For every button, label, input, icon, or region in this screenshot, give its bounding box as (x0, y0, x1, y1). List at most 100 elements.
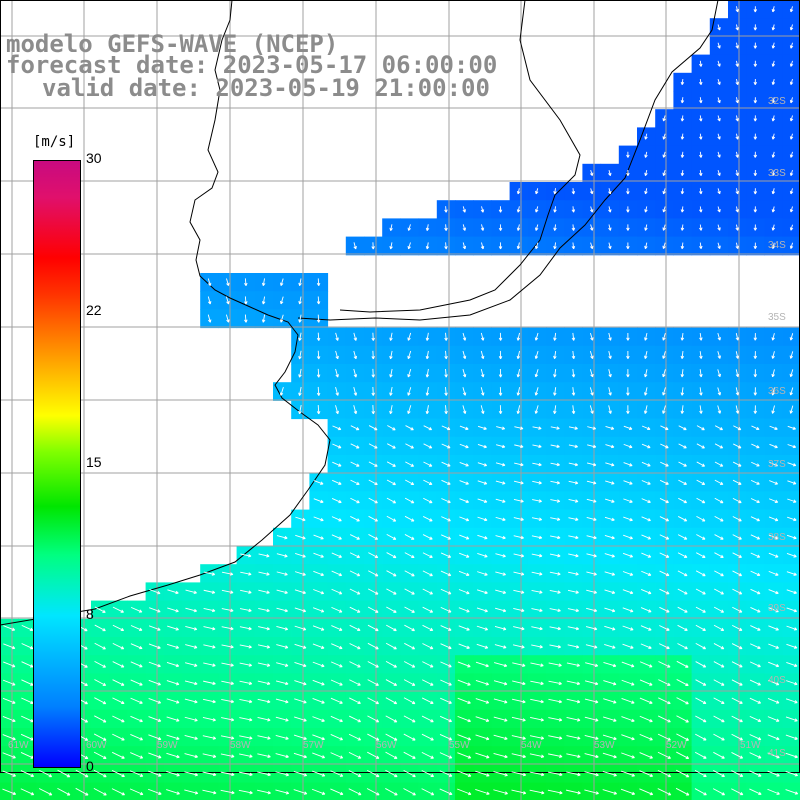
wind-arrow (769, 425, 778, 430)
wind-arrow (753, 387, 758, 396)
wind-arrow (534, 405, 539, 414)
wind-arrow (202, 771, 217, 777)
wind-arrow (221, 571, 234, 576)
wind-arrow (404, 624, 415, 632)
wind-arrow (166, 716, 180, 722)
wind-arrow (93, 788, 107, 796)
wind-arrow (714, 425, 724, 431)
wind-arrow (714, 443, 724, 449)
wind-arrow (680, 115, 685, 122)
wind-arrow (185, 644, 198, 649)
wind-arrow (771, 188, 776, 195)
wind-arrow (789, 206, 794, 213)
wind-arrow (167, 589, 179, 595)
wind-arrow (750, 643, 761, 650)
wind-arrow (699, 169, 703, 177)
wind-arrow (677, 552, 688, 558)
wind-arrow (786, 643, 798, 649)
wind-arrow (786, 680, 798, 686)
wind-arrow (316, 405, 321, 415)
wind-arrow (385, 788, 398, 796)
wind-arrow (658, 679, 671, 686)
wind-arrow (786, 589, 797, 595)
wind-arrow (477, 480, 488, 485)
wind-arrow (530, 662, 544, 667)
wind-arrow (312, 643, 325, 649)
wind-arrow (403, 733, 416, 741)
wind-arrow (295, 516, 306, 522)
wind-arrow (130, 625, 143, 631)
wind-arrow (621, 679, 635, 686)
wind-arrow (699, 369, 703, 378)
wind-arrow (532, 444, 542, 449)
wind-arrow (371, 386, 375, 396)
wind-arrow (605, 462, 615, 467)
wind-arrow (753, 188, 758, 195)
wind-arrow (385, 661, 397, 668)
wind-arrow (220, 771, 235, 777)
wind-arrow (731, 679, 743, 686)
wind-arrow (423, 425, 433, 431)
wind-arrow (462, 405, 467, 414)
wind-arrow (717, 405, 722, 414)
wind-arrow (513, 608, 525, 613)
wind-arrow (662, 206, 666, 213)
wind-arrow (623, 480, 633, 485)
wind-arrow (94, 606, 106, 613)
wind-arrow (604, 571, 616, 576)
wind-arrow (680, 351, 685, 359)
wind-arrow (221, 698, 235, 704)
wind-arrow (516, 188, 521, 195)
wind-arrow (221, 589, 234, 594)
wind-arrow (385, 769, 398, 778)
wind-arrow (239, 644, 252, 649)
wind-arrow (753, 224, 758, 231)
wind-arrow (276, 625, 289, 631)
wind-arrow (786, 625, 798, 631)
wind-arrow (385, 715, 398, 723)
wind-arrow (789, 6, 794, 13)
wind-arrow (493, 789, 508, 795)
wind-arrow (94, 642, 106, 650)
wind-arrow (2, 679, 16, 686)
wind-arrow (622, 552, 634, 558)
wind-arrow (568, 462, 579, 467)
wind-arrow (769, 443, 778, 449)
wind-arrow (331, 498, 342, 504)
wind-arrow (789, 405, 794, 414)
wind-arrow (312, 752, 326, 759)
wind-arrow (476, 643, 489, 649)
wind-arrow (368, 515, 378, 522)
wind-arrow (403, 788, 416, 796)
wind-arrow (641, 443, 651, 449)
wind-arrow (586, 498, 597, 503)
wind-arrow (184, 716, 198, 722)
wind-arrow (735, 6, 739, 13)
wind-arrow (589, 224, 594, 231)
wind-arrow (38, 788, 53, 796)
lat-label-40s: 40S (768, 675, 786, 686)
wind-arrow (771, 224, 776, 231)
wind-arrow (184, 698, 198, 704)
wind-arrow (550, 517, 561, 521)
wind-arrow (662, 333, 666, 341)
wind-arrow (695, 697, 707, 705)
wind-arrow (440, 697, 452, 704)
wind-arrow (476, 589, 488, 595)
wind-arrow (713, 751, 725, 759)
wind-arrow (240, 553, 252, 558)
wind-arrow (238, 771, 253, 777)
wind-arrow (367, 606, 379, 613)
wind-arrow (676, 715, 689, 723)
wind-arrow (713, 643, 725, 650)
wind-cell (673, 782, 693, 800)
wind-arrow (567, 589, 579, 594)
wind-arrow (385, 697, 398, 705)
wind-arrow (732, 624, 743, 631)
wind-arrow (313, 480, 324, 485)
wind-arrow (385, 751, 398, 759)
wind-arrow (462, 387, 467, 396)
wind-arrow (732, 552, 742, 558)
wind-arrow (717, 333, 721, 341)
wind-arrow (21, 697, 34, 704)
